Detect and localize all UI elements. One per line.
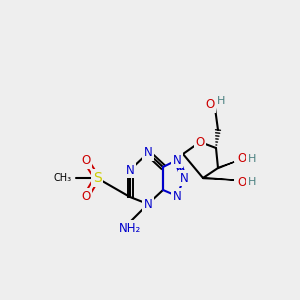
Text: N: N — [180, 172, 188, 184]
Text: H: H — [248, 154, 256, 164]
Text: NH₂: NH₂ — [119, 221, 141, 235]
Text: N: N — [126, 164, 134, 176]
Text: O: O — [81, 190, 91, 202]
Text: S: S — [93, 171, 101, 185]
Text: N: N — [172, 154, 182, 166]
Polygon shape — [218, 162, 234, 169]
Text: O: O — [237, 176, 247, 188]
Text: O: O — [81, 154, 91, 167]
Text: N: N — [172, 190, 182, 202]
Text: H: H — [248, 177, 256, 187]
Text: CH₃: CH₃ — [54, 173, 72, 183]
Text: H: H — [217, 96, 225, 106]
Text: O: O — [237, 152, 247, 166]
Text: O: O — [206, 98, 214, 112]
Text: N: N — [144, 197, 152, 211]
Text: N: N — [144, 146, 152, 160]
Text: O: O — [195, 136, 205, 148]
Polygon shape — [203, 178, 234, 180]
